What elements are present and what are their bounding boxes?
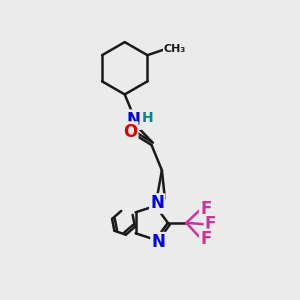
Text: F: F <box>205 215 216 233</box>
Text: F: F <box>200 230 212 248</box>
Text: F: F <box>200 200 212 218</box>
Text: N: N <box>152 233 165 251</box>
Text: N: N <box>127 111 141 129</box>
Text: CH₃: CH₃ <box>164 44 186 54</box>
Text: O: O <box>123 123 137 141</box>
Text: H: H <box>142 112 153 125</box>
Text: N: N <box>150 194 164 212</box>
